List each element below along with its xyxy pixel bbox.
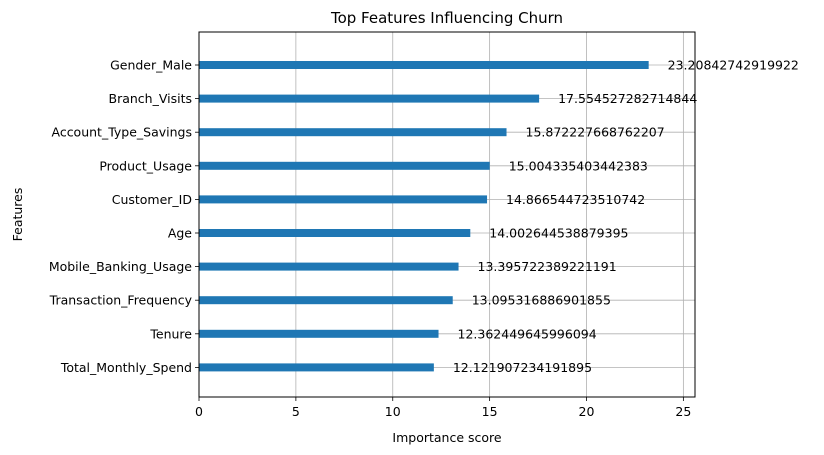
y-tick-label: Transaction_Frequency	[49, 293, 193, 308]
data-label: 14.866544723510742	[506, 192, 645, 207]
y-tick-label: Age	[168, 226, 192, 241]
y-tick-label: Branch_Visits	[109, 91, 193, 106]
x-tick-label: 15	[482, 404, 498, 419]
bar-mobile-banking-usage	[199, 262, 459, 271]
bar-age	[199, 229, 471, 237]
y-tick-label: Product_Usage	[99, 158, 192, 173]
data-label: 23.20842742919922	[668, 58, 799, 73]
y-tick-label: Total_Monthly_Spend	[60, 360, 192, 375]
y-tick-label: Account_Type_Savings	[51, 125, 192, 140]
data-labels: 23.20842742919922 17.554527282714844 15.87…	[453, 58, 799, 375]
y-tick-label: Tenure	[149, 326, 192, 341]
x-axis-label: Importance score	[392, 430, 502, 445]
y-tick-label: Gender_Male	[110, 58, 192, 73]
y-tick-label: Mobile_Banking_Usage	[49, 259, 192, 274]
data-label: 13.095316886901855	[472, 293, 611, 308]
x-tick-label: 0	[195, 404, 203, 419]
x-tick-label: 25	[675, 404, 691, 419]
bar-customer-id	[199, 195, 488, 204]
bar-transaction-frequency	[199, 296, 453, 305]
data-label: 12.121907234191895	[453, 360, 592, 375]
data-label: 13.395722389221191	[478, 259, 617, 274]
data-label: 12.362449645996094	[458, 326, 597, 341]
x-tick-label: 10	[385, 404, 401, 419]
data-label: 14.002644538879395	[489, 226, 628, 241]
bars	[199, 61, 649, 372]
y-tick-label: Customer_ID	[112, 192, 192, 207]
bar-total-monthly-spend	[199, 363, 434, 372]
x-tick-label: 20	[579, 404, 595, 419]
x-tick-label: 5	[292, 404, 300, 419]
y-axis-ticks: Gender_Male Branch_Visits Account_Type_Sav…	[49, 58, 199, 375]
y-axis-label: Features	[10, 188, 25, 242]
data-label: 15.004335403442383	[509, 158, 648, 173]
plot-frame	[198, 31, 696, 398]
data-label: 15.872227668762207	[526, 125, 665, 140]
bar-branch-visits	[199, 94, 540, 103]
bar-product-usage	[199, 161, 490, 170]
x-axis-ticks: 0 5 10 15 20 25	[195, 397, 691, 419]
data-label: 17.554527282714844	[558, 91, 697, 106]
bar-tenure	[199, 329, 439, 338]
chart-title: Top Features Influencing Churn	[330, 9, 563, 27]
bar-gender-male	[199, 61, 649, 69]
bar-account-type-savings	[199, 128, 507, 137]
